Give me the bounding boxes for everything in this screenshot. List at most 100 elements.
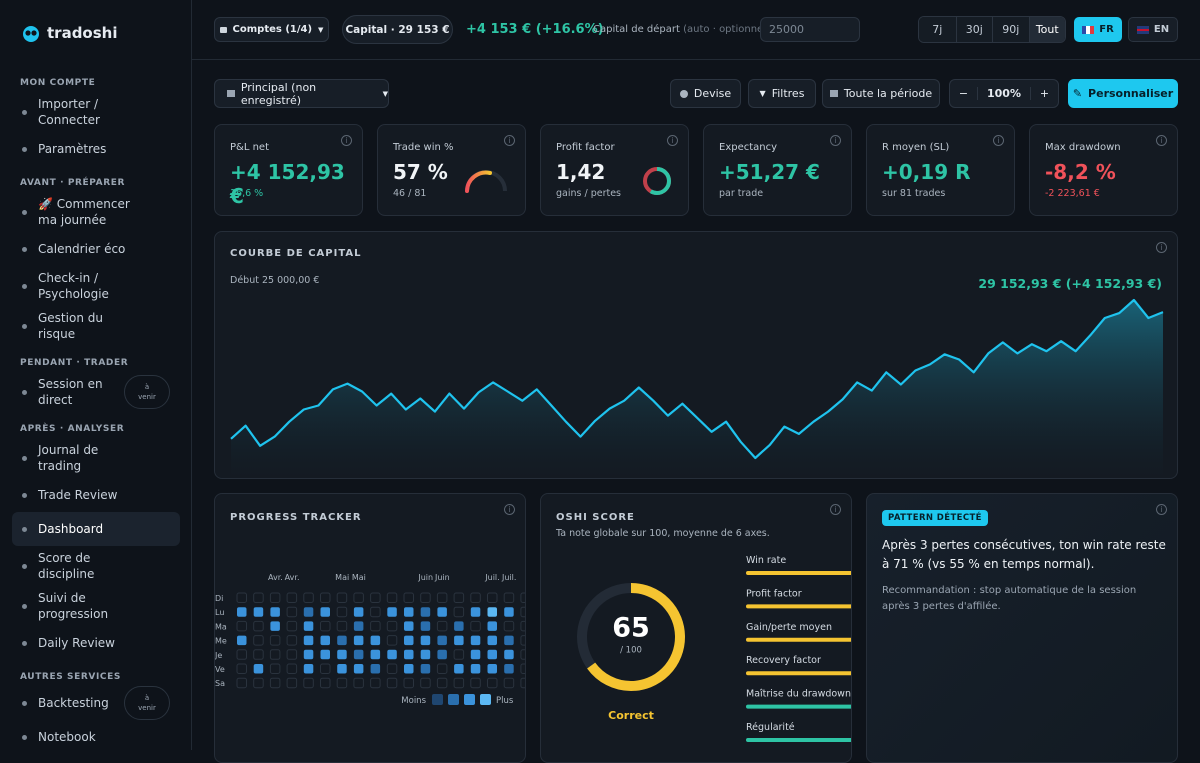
nav-item[interactable]: Importer / Connecter bbox=[12, 92, 180, 132]
heat-cell bbox=[237, 607, 247, 617]
heat-cell bbox=[487, 621, 497, 631]
layout-button[interactable]: Principal (non enregistré) ▼ bbox=[214, 79, 389, 108]
period-button[interactable]: 90j bbox=[992, 17, 1029, 42]
range-label: Toute la période bbox=[843, 87, 933, 100]
info-icon[interactable]: i bbox=[667, 135, 678, 146]
nav-section-title: APRÈS · ANALYSER bbox=[20, 424, 125, 434]
kpi-label: R moyen (SL) bbox=[882, 142, 950, 153]
brand: tradoshi bbox=[22, 24, 117, 42]
info-icon[interactable]: i bbox=[1156, 504, 1167, 515]
filters-button[interactable]: ▼ Filtres bbox=[748, 79, 816, 108]
info-icon[interactable]: i bbox=[830, 135, 841, 146]
heat-cell bbox=[520, 677, 525, 689]
info-icon[interactable]: i bbox=[1156, 242, 1167, 253]
nav-label: Backtesting bbox=[38, 696, 109, 710]
heat-cell bbox=[453, 606, 465, 618]
heat-cell bbox=[269, 663, 281, 674]
info-icon[interactable]: i bbox=[830, 504, 841, 515]
progress-title: PROGRESS TRACKER bbox=[230, 512, 362, 523]
heat-cell bbox=[303, 677, 314, 689]
nav-section-title: MON COMPTE bbox=[20, 78, 96, 88]
nav-item[interactable]: 🚀 Commencer ma journée bbox=[12, 192, 180, 232]
language-button[interactable]: EN bbox=[1128, 17, 1178, 42]
nav-item[interactable]: Notebook bbox=[12, 720, 180, 750]
day-label: Lu bbox=[215, 608, 224, 617]
heat-cell bbox=[470, 664, 481, 674]
kpi-sub: 16,6 % bbox=[230, 188, 264, 199]
heat-cell bbox=[420, 664, 431, 674]
heat-cell bbox=[269, 635, 281, 646]
week-label: Mai bbox=[335, 573, 349, 582]
equity-subtitle: Début 25 000,00 € bbox=[230, 275, 320, 286]
start-placeholder: 25000 bbox=[769, 23, 804, 36]
axis-name: Régularité bbox=[746, 722, 795, 733]
nav-label: Trade Review bbox=[38, 488, 118, 502]
currency-button[interactable]: Devise bbox=[670, 79, 741, 108]
heat-cell bbox=[503, 592, 515, 603]
info-icon[interactable]: i bbox=[341, 135, 352, 146]
score-arc bbox=[577, 583, 685, 691]
zoom-in[interactable]: + bbox=[1029, 87, 1058, 100]
nav-item[interactable]: Gestion du risque bbox=[12, 306, 180, 346]
week-label: Avr. bbox=[268, 573, 283, 582]
heat-cell bbox=[253, 620, 264, 632]
heat-cell bbox=[337, 649, 347, 660]
heat-cell bbox=[403, 677, 414, 689]
kpi-value: 57 % bbox=[393, 160, 448, 184]
period-button[interactable]: 30j bbox=[955, 17, 992, 42]
zoom-value: 100% bbox=[987, 87, 1021, 100]
progress-card: i PROGRESS TRACKER Avr. Avr. Mai Mai Juin Jui… bbox=[214, 493, 526, 763]
heat-cell bbox=[420, 677, 431, 689]
axis-bar bbox=[746, 671, 851, 676]
heat-cell bbox=[286, 649, 298, 660]
heat-cell bbox=[436, 620, 448, 632]
kpi-sub: gains / pertes bbox=[556, 188, 622, 199]
day-label: Me bbox=[215, 637, 227, 646]
nav-item[interactable]: Dashboard bbox=[12, 512, 180, 546]
nav-item[interactable]: Daily Review bbox=[12, 626, 180, 660]
heat-cell bbox=[470, 592, 481, 603]
heat-cell bbox=[404, 621, 414, 631]
info-icon[interactable]: i bbox=[504, 504, 515, 515]
pattern-card: i PATTERN DÉTECTÉ Après 3 pertes consécu… bbox=[866, 493, 1178, 763]
score-value: 65 bbox=[612, 613, 650, 644]
nav-item[interactable]: Paramètres bbox=[12, 132, 180, 166]
nav-item[interactable]: Trade Review bbox=[12, 478, 180, 512]
period-button[interactable]: 7j bbox=[919, 17, 956, 42]
zoom-out[interactable]: − bbox=[950, 87, 978, 100]
nav-item[interactable]: Check-in / Psychologie bbox=[12, 266, 180, 306]
heat-cell bbox=[370, 635, 381, 646]
heat-cell bbox=[253, 649, 264, 660]
start-capital-input[interactable]: 25000 bbox=[760, 17, 860, 42]
topbar: Comptes (1/4) ▼ Capital · 29 153 € +4 153… bbox=[192, 0, 1200, 60]
customize-button[interactable]: ✎ Personnaliser bbox=[1068, 79, 1178, 108]
heat-cell bbox=[520, 592, 525, 603]
accounts-button[interactable]: Comptes (1/4) ▼ bbox=[214, 17, 329, 42]
nav-item[interactable]: Suivi de progression bbox=[12, 586, 180, 626]
info-icon[interactable]: i bbox=[504, 135, 515, 146]
donut-arc bbox=[643, 167, 671, 195]
pattern-text: Après 3 pertes consécutives, ton win rat… bbox=[882, 538, 1166, 571]
language-button[interactable]: FR bbox=[1074, 17, 1122, 42]
nav-list: MON COMPTE Importer / Connecter Paramètres… bbox=[0, 66, 191, 750]
legend-more: Plus bbox=[496, 696, 514, 706]
week-label: Mai bbox=[352, 573, 366, 582]
nav-item[interactable]: Journal de trading bbox=[12, 438, 180, 478]
info-icon[interactable]: i bbox=[1156, 135, 1167, 146]
heat-cell bbox=[454, 621, 464, 631]
nav-item[interactable]: Backtesting à venir bbox=[12, 686, 180, 720]
period-button[interactable]: Tout bbox=[1028, 17, 1065, 42]
heat-cell bbox=[504, 664, 514, 674]
nav-item[interactable]: Calendrier éco bbox=[12, 232, 180, 266]
heat-cell bbox=[436, 677, 448, 689]
nav-item[interactable]: Session en direct à venir bbox=[12, 372, 180, 412]
heat-cell bbox=[269, 649, 281, 660]
logo bbox=[23, 26, 39, 42]
range-button[interactable]: Toute la période bbox=[822, 79, 940, 108]
nav-item[interactable]: Score de discipline bbox=[12, 546, 180, 586]
info-icon[interactable]: i bbox=[993, 135, 1004, 146]
heat-cell bbox=[504, 607, 514, 617]
heat-cell bbox=[353, 677, 364, 689]
heat-cell bbox=[337, 664, 347, 674]
heat-cell bbox=[303, 592, 314, 603]
